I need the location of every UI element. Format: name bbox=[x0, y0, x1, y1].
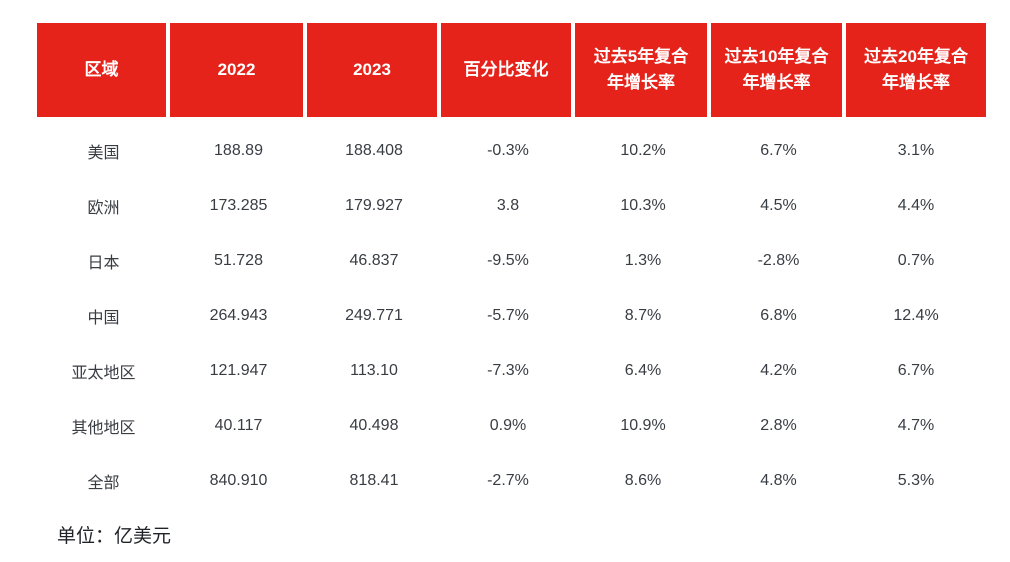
cell-2023: 46.837 bbox=[349, 251, 399, 269]
cell-cagr-10y: 6.7% bbox=[760, 141, 797, 159]
cell-cagr-10y: 2.8% bbox=[760, 416, 797, 434]
cell-cagr-10y: 4.8% bbox=[760, 471, 797, 489]
cell-pct-change: -7.3% bbox=[487, 361, 529, 379]
regions-growth-table: 区域 2022 2023 百分比变化 过去5年复合 年增长率 过去10年复合 年… bbox=[37, 23, 986, 548]
cell-2022: 840.910 bbox=[209, 471, 268, 489]
cell-cagr-5y: 10.2% bbox=[620, 141, 666, 159]
header-cell-cagr-20y: 过去20年复合 年增长率 bbox=[846, 23, 986, 117]
header-cell-2022: 2022 bbox=[170, 23, 307, 117]
cell-2023: 40.498 bbox=[349, 416, 399, 434]
cell-2022: 40.117 bbox=[214, 416, 263, 434]
cell-2022: 51.728 bbox=[214, 251, 263, 269]
header-cell-cagr-5y: 过去5年复合 年增长率 bbox=[575, 23, 711, 117]
cell-2022: 121.947 bbox=[209, 361, 268, 379]
cell-2023: 249.771 bbox=[345, 306, 403, 324]
cell-2023: 113.10 bbox=[350, 361, 398, 379]
cell-cagr-5y: 8.6% bbox=[624, 471, 662, 489]
cell-cagr-10y: 6.8% bbox=[760, 306, 797, 324]
cell-pct-change: -9.5% bbox=[487, 251, 529, 269]
cell-cagr-10y: 4.2% bbox=[760, 361, 797, 379]
cell-pct-change: 3.8 bbox=[496, 196, 520, 214]
cell-region: 美国 bbox=[87, 144, 120, 162]
cell-2023: 188.408 bbox=[345, 141, 403, 159]
cell-cagr-20y: 6.7% bbox=[897, 361, 935, 379]
cell-cagr-10y: 4.5% bbox=[760, 196, 797, 214]
table-body: 美国 188.89 188.408 -0.3% 10.2% 6.7% 3.1% … bbox=[37, 123, 986, 508]
cell-cagr-20y: 0.7% bbox=[897, 251, 935, 269]
cell-2023: 179.927 bbox=[345, 196, 403, 214]
cell-2022: 188.89 bbox=[214, 141, 263, 159]
cell-region: 中国 bbox=[87, 309, 120, 327]
header-cell-pct-change: 百分比变化 bbox=[441, 23, 575, 117]
cell-cagr-10y: -2.8% bbox=[757, 251, 800, 269]
cell-cagr-20y: 12.4% bbox=[893, 306, 939, 324]
cell-cagr-20y: 5.3% bbox=[897, 471, 935, 489]
cell-2022: 173.285 bbox=[209, 196, 268, 214]
cell-region: 全部 bbox=[87, 474, 120, 492]
cell-2023: 818.41 bbox=[349, 471, 399, 489]
cell-pct-change: -2.7% bbox=[487, 471, 529, 489]
cell-region: 欧洲 bbox=[87, 199, 120, 217]
cell-cagr-20y: 4.4% bbox=[897, 196, 935, 214]
cell-2022: 264.943 bbox=[209, 306, 268, 324]
unit-note: 单位：亿美元 bbox=[57, 526, 172, 547]
cell-cagr-5y: 10.9% bbox=[620, 416, 666, 434]
table-header-row: 区域 2022 2023 百分比变化 过去5年复合 年增长率 过去10年复合 年… bbox=[37, 23, 986, 117]
header-cell-2023: 2023 bbox=[307, 23, 441, 117]
cell-pct-change: -5.7% bbox=[487, 306, 529, 324]
cell-cagr-5y: 6.4% bbox=[624, 361, 662, 379]
cell-cagr-20y: 3.1% bbox=[897, 141, 935, 159]
cell-region: 亚太地区 bbox=[71, 364, 136, 382]
cell-region: 日本 bbox=[87, 254, 120, 272]
cell-pct-change: -0.3% bbox=[487, 141, 529, 159]
header-cell-region: 区域 bbox=[37, 23, 170, 117]
cell-region: 其他地区 bbox=[71, 419, 136, 437]
cell-cagr-5y: 10.3% bbox=[620, 196, 666, 214]
cell-cagr-20y: 4.7% bbox=[897, 416, 935, 434]
cell-pct-change: 0.9% bbox=[489, 416, 527, 434]
cell-cagr-5y: 8.7% bbox=[624, 306, 662, 324]
cell-cagr-5y: 1.3% bbox=[624, 251, 662, 269]
header-cell-cagr-10y: 过去10年复合 年增长率 bbox=[711, 23, 846, 117]
